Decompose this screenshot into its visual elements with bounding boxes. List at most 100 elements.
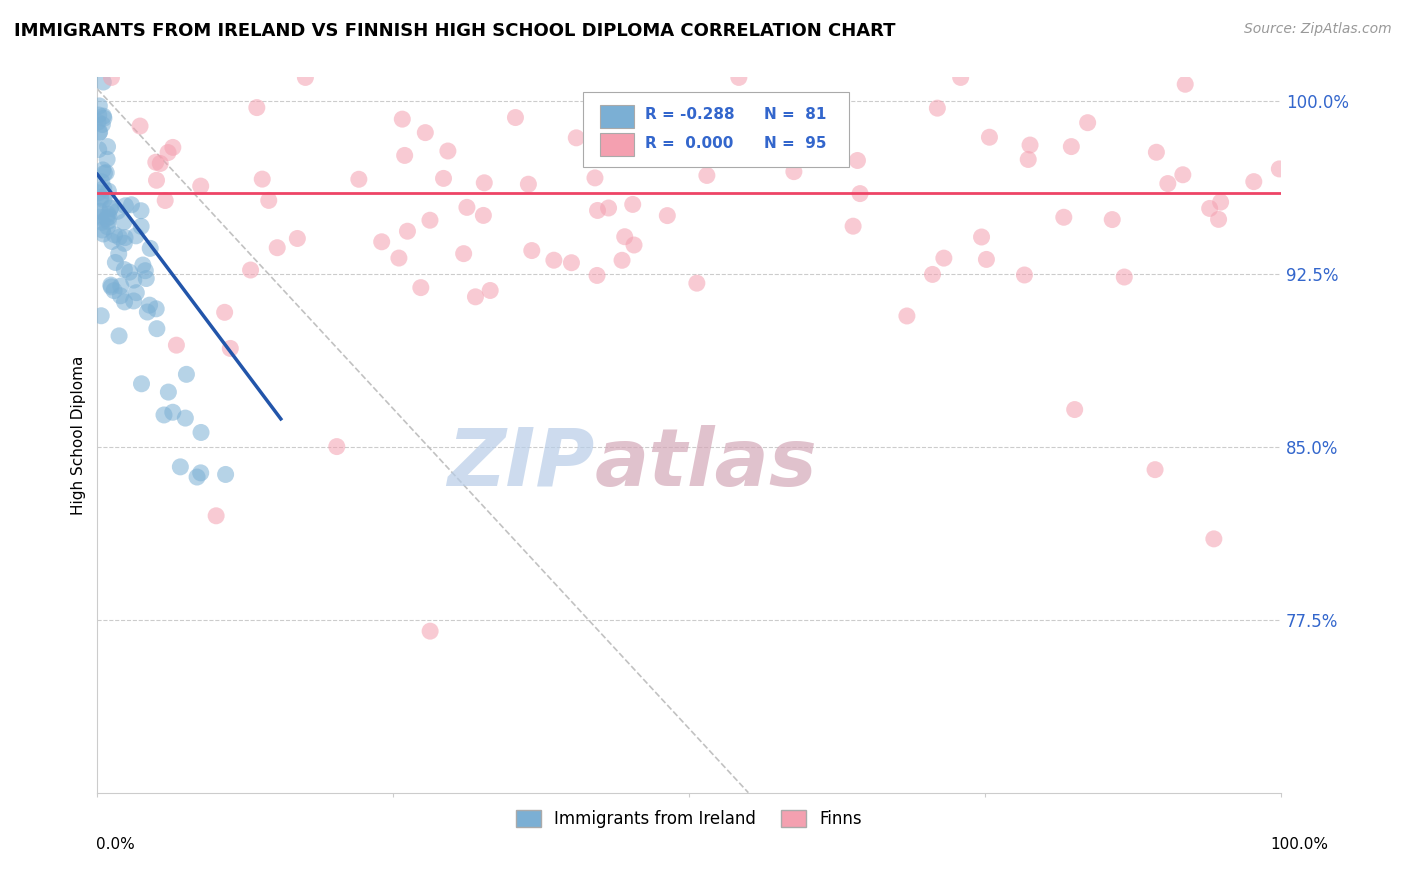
Point bbox=[146, 321, 169, 335]
Point bbox=[391, 112, 413, 127]
Point bbox=[727, 138, 749, 153]
Text: IMMIGRANTS FROM IRELAND VS FINNISH HIGH SCHOOL DIPLOMA CORRELATION CHART: IMMIGRANTS FROM IRELAND VS FINNISH HIGH … bbox=[14, 22, 896, 40]
Point bbox=[157, 145, 180, 160]
Point bbox=[1209, 195, 1232, 210]
Point bbox=[979, 130, 1001, 145]
Point bbox=[190, 179, 212, 194]
Point bbox=[1198, 202, 1220, 216]
Point bbox=[93, 227, 115, 241]
Point bbox=[432, 171, 454, 186]
Point bbox=[153, 408, 176, 422]
Point bbox=[709, 95, 731, 110]
Text: R = -0.288: R = -0.288 bbox=[645, 107, 735, 122]
Point bbox=[96, 153, 118, 167]
Point bbox=[846, 153, 869, 168]
Point bbox=[162, 405, 184, 419]
Point bbox=[90, 175, 112, 189]
Point bbox=[842, 219, 865, 234]
Point bbox=[266, 241, 288, 255]
Point bbox=[1017, 153, 1039, 167]
Point bbox=[114, 230, 136, 244]
Point bbox=[565, 131, 588, 145]
Point bbox=[621, 197, 644, 211]
Text: ZIP: ZIP bbox=[447, 425, 595, 503]
Point bbox=[1202, 532, 1225, 546]
Point bbox=[1014, 268, 1036, 282]
Point bbox=[93, 112, 115, 126]
Point bbox=[100, 280, 122, 294]
Point bbox=[90, 309, 112, 323]
Point bbox=[472, 176, 495, 190]
Text: 0.0%: 0.0% bbox=[96, 837, 135, 852]
Point bbox=[112, 236, 135, 251]
Point bbox=[129, 119, 152, 133]
Point bbox=[214, 305, 236, 319]
Point bbox=[976, 252, 998, 267]
Point bbox=[326, 440, 349, 454]
Point bbox=[733, 113, 755, 128]
Point bbox=[186, 470, 208, 484]
Point bbox=[1063, 402, 1085, 417]
Point bbox=[96, 139, 118, 153]
Point bbox=[96, 211, 118, 226]
Point bbox=[97, 214, 120, 228]
Point bbox=[89, 125, 111, 139]
Point bbox=[114, 294, 136, 309]
Point bbox=[623, 238, 645, 252]
Point bbox=[219, 342, 242, 356]
Text: N =  95: N = 95 bbox=[763, 136, 827, 151]
Point bbox=[520, 244, 543, 258]
Point bbox=[89, 210, 111, 224]
Point bbox=[252, 172, 274, 186]
FancyBboxPatch shape bbox=[582, 92, 849, 167]
Point bbox=[89, 99, 111, 113]
Bar bbox=[600, 133, 634, 156]
Bar bbox=[600, 104, 634, 128]
Point bbox=[100, 201, 122, 215]
Point bbox=[388, 251, 411, 265]
Point bbox=[153, 194, 176, 208]
Point bbox=[932, 251, 955, 265]
Point bbox=[731, 139, 754, 153]
Point bbox=[727, 70, 749, 85]
Point bbox=[657, 209, 679, 223]
Point bbox=[456, 200, 478, 214]
Point bbox=[90, 215, 112, 229]
Point bbox=[136, 305, 159, 319]
Point bbox=[103, 284, 125, 298]
Point bbox=[583, 170, 606, 185]
Point bbox=[108, 230, 131, 244]
Point bbox=[394, 148, 416, 162]
Point bbox=[93, 181, 115, 195]
Point bbox=[246, 101, 269, 115]
Point bbox=[613, 229, 636, 244]
Point bbox=[783, 133, 806, 147]
Point bbox=[437, 144, 460, 158]
Point bbox=[294, 70, 316, 85]
Point bbox=[1144, 463, 1167, 477]
Point bbox=[139, 241, 162, 255]
Text: atlas: atlas bbox=[595, 425, 817, 503]
Text: Source: ZipAtlas.com: Source: ZipAtlas.com bbox=[1244, 22, 1392, 37]
Point bbox=[1171, 168, 1194, 182]
Point bbox=[1208, 212, 1230, 227]
Point bbox=[122, 273, 145, 287]
Point bbox=[257, 194, 280, 208]
Point bbox=[505, 111, 527, 125]
Point bbox=[1101, 212, 1123, 227]
Point bbox=[110, 289, 132, 303]
Point bbox=[118, 265, 141, 279]
Point bbox=[849, 186, 872, 201]
Point bbox=[517, 178, 540, 192]
Point bbox=[98, 210, 121, 224]
Text: N =  81: N = 81 bbox=[763, 107, 827, 122]
Point bbox=[370, 235, 392, 249]
Point bbox=[100, 278, 122, 293]
Point bbox=[107, 247, 129, 261]
Point bbox=[145, 301, 167, 316]
Point bbox=[479, 284, 502, 298]
Point bbox=[347, 172, 370, 186]
Point bbox=[464, 290, 486, 304]
Point bbox=[600, 120, 623, 135]
Point bbox=[896, 309, 918, 323]
